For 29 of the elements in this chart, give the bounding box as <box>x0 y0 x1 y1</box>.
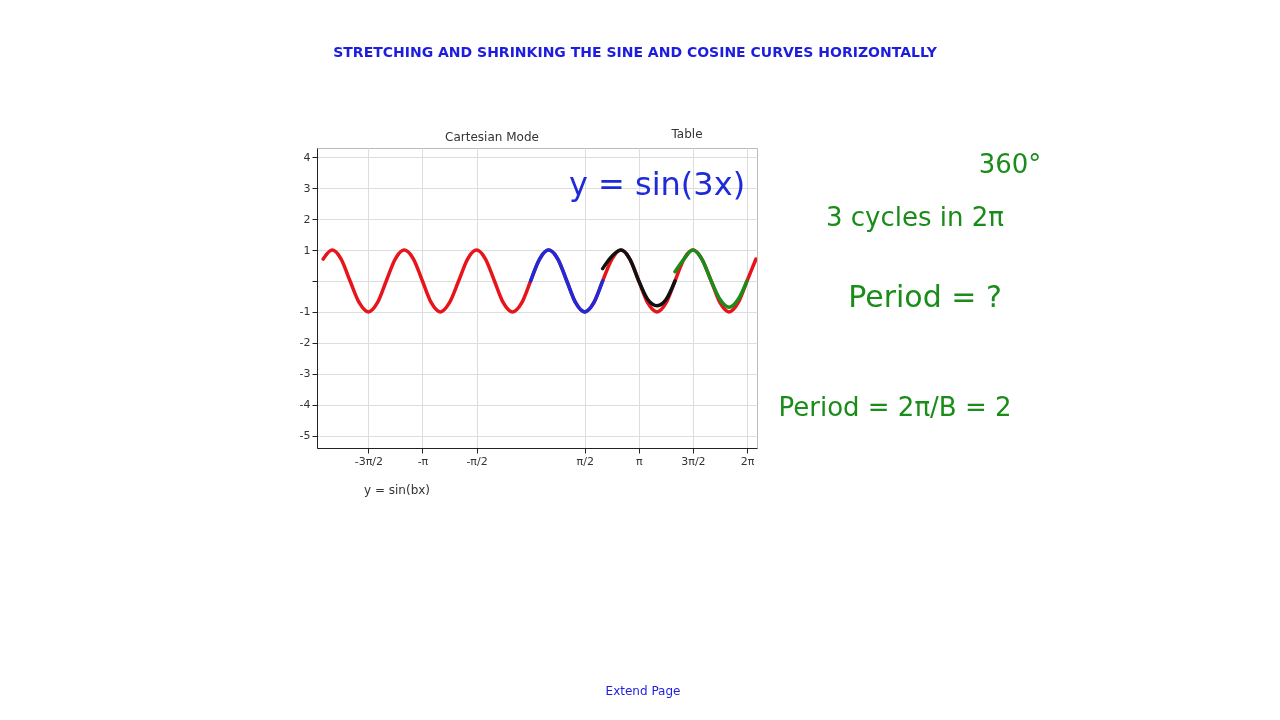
y-tick-label: -1 <box>299 305 311 319</box>
y-tick-label: -5 <box>299 429 311 443</box>
x-tick-label: 3π/2 <box>681 454 706 468</box>
y-tick-label: -3 <box>299 367 311 381</box>
x-tick-label: π/2 <box>576 454 594 468</box>
text: 360° <box>978 149 1042 179</box>
x-tick-label: -3π/2 <box>354 454 383 468</box>
line-series <box>673 248 749 310</box>
text: Table <box>670 127 703 141</box>
y-tick-label: 3 <box>303 181 311 195</box>
x-tick-label: π <box>636 454 643 468</box>
annotation: y = sin(3x) <box>568 165 746 203</box>
text: 3 cycles in 2π <box>826 202 1004 232</box>
text: Period = 2π/B = 2 <box>778 392 1012 422</box>
text: Period = ? <box>848 279 1002 314</box>
y-tick-label: 4 <box>303 150 311 164</box>
line-series <box>528 248 605 314</box>
x-tick-label: 2π <box>740 454 755 468</box>
chart-title: STRETCHING AND SHRINKING THE SINE AND COSINE CURVES HORIZONTALLY <box>333 44 938 60</box>
text: Cartesian Mode <box>445 130 539 144</box>
x-tick-label: -π/2 <box>466 454 488 468</box>
line-series <box>600 248 677 308</box>
y-tick-label: -2 <box>299 336 311 350</box>
y-tick-label: 1 <box>303 243 311 257</box>
x-tick-label: -π <box>417 454 429 468</box>
text: Extend Page <box>605 684 681 698</box>
text: y = sin(bx) <box>363 483 431 497</box>
y-tick-label: 2 <box>303 212 311 226</box>
y-tick-label: -4 <box>299 398 311 412</box>
